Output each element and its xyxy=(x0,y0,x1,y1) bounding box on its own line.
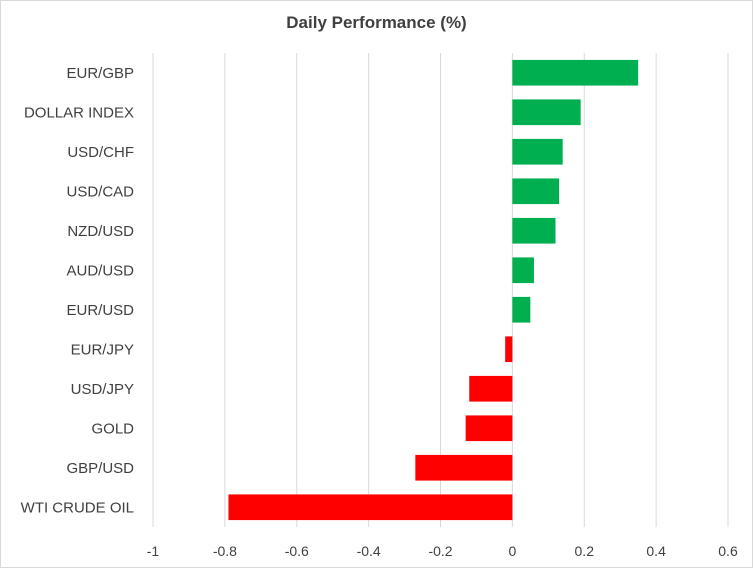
category-label: USD/CHF xyxy=(67,144,134,161)
bar xyxy=(228,494,513,521)
x-tick-label: -0.8 xyxy=(213,543,237,559)
bar xyxy=(512,59,639,86)
category-label: EUR/GBP xyxy=(66,65,134,82)
bar xyxy=(512,99,581,126)
bar xyxy=(512,217,556,244)
x-tick-label: 0.6 xyxy=(718,543,738,559)
category-label: GOLD xyxy=(91,420,134,437)
x-tick-label: -0.2 xyxy=(428,543,452,559)
category-label: GBP/USD xyxy=(66,460,134,477)
x-tick-label: 0.4 xyxy=(646,543,666,559)
x-tick-labels: -1 -0.8 -0.6 -0.4 -0.2 0 0.2 0.4 0.6 xyxy=(147,543,738,559)
x-tick-label: -0.6 xyxy=(285,543,309,559)
bar xyxy=(512,257,534,284)
x-tick-label: 0 xyxy=(508,543,516,559)
bar xyxy=(469,375,513,402)
category-label: USD/JPY xyxy=(71,381,134,398)
category-label: DOLLAR INDEX xyxy=(24,104,134,121)
x-tick-label: -0.4 xyxy=(357,543,381,559)
bar xyxy=(512,138,563,165)
bar xyxy=(415,454,513,481)
bar xyxy=(465,415,513,442)
category-label: USD/CAD xyxy=(66,183,134,200)
category-label: EUR/JPY xyxy=(71,341,134,358)
category-labels: EUR/GBP DOLLAR INDEX USD/CHF USD/CAD NZD/USD… xyxy=(21,65,135,517)
grid-layer xyxy=(152,53,729,527)
x-tick-label: 0.2 xyxy=(575,543,595,559)
bar xyxy=(512,296,531,323)
chart-title: Daily Performance (%) xyxy=(286,13,467,32)
bar xyxy=(512,178,560,205)
category-label: AUD/USD xyxy=(66,262,134,279)
bar-layer xyxy=(228,59,639,521)
category-label: WTI CRUDE OIL xyxy=(21,499,134,516)
x-tick-label: -1 xyxy=(147,543,160,559)
bar xyxy=(505,336,513,363)
category-label: EUR/USD xyxy=(66,302,134,319)
category-label: NZD/USD xyxy=(67,223,134,240)
